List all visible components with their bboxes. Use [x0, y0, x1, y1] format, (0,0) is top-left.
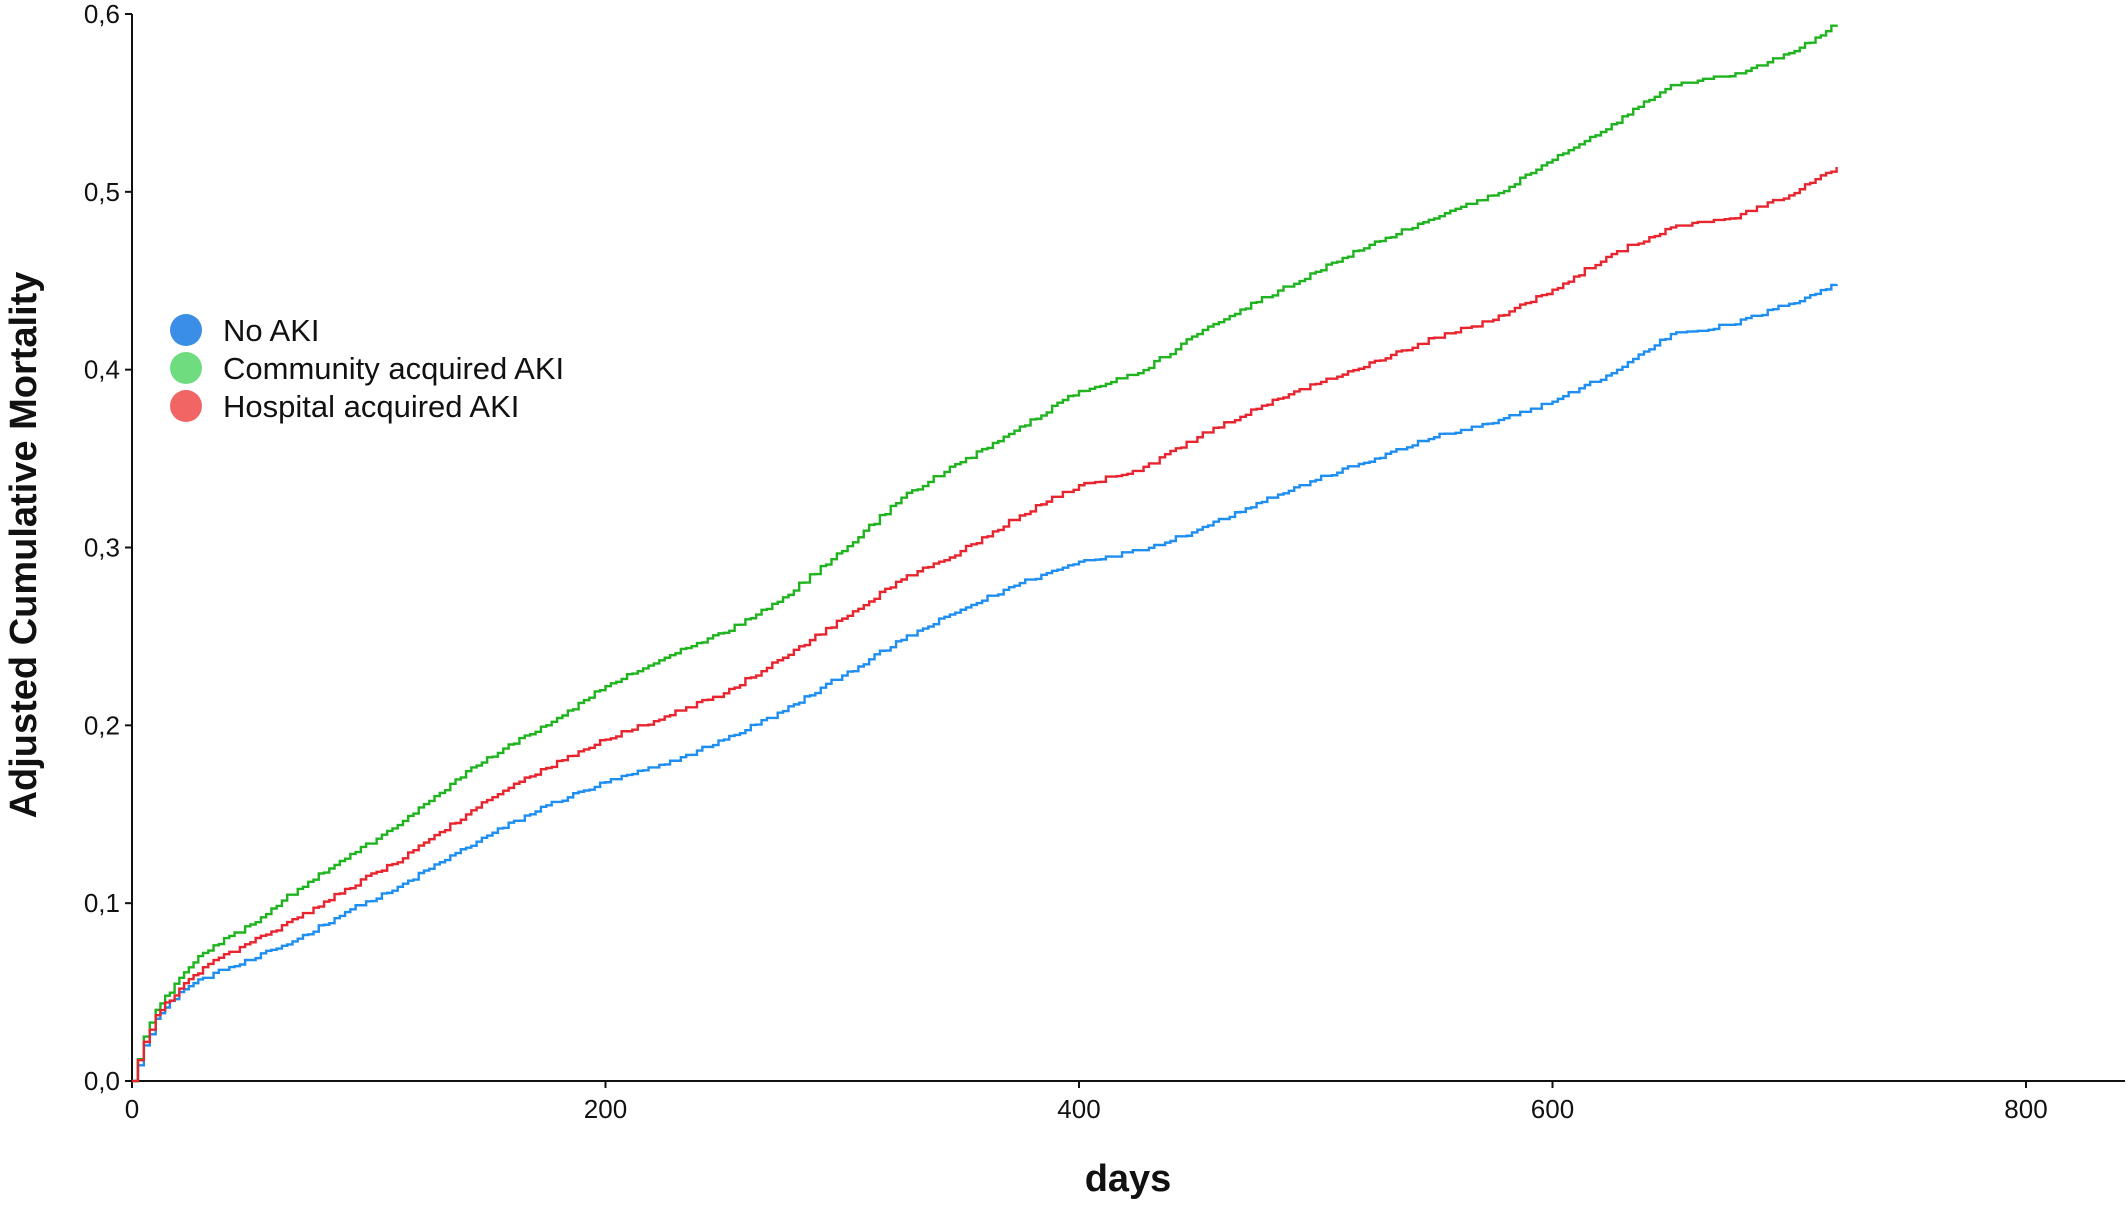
series-line-no-aki [132, 283, 1838, 1083]
y-tick-label: 0,3 [84, 533, 120, 563]
x-tick-label: 400 [1057, 1094, 1100, 1124]
x-tick-label: 600 [1531, 1094, 1574, 1124]
y-tick-label: 0,2 [84, 710, 120, 740]
x-tick-label: 200 [584, 1094, 627, 1124]
legend-marker [170, 314, 202, 346]
x-tick-label: 800 [2004, 1094, 2047, 1124]
series-line-hospital-acquired-aki [132, 166, 1838, 1083]
legend-marker [170, 390, 202, 422]
series-layer [132, 24, 1838, 1083]
x-tick-label: 0 [125, 1094, 139, 1124]
y-axis-ticks: 0,0 0,1 0,2 0,3 0,4 0,5 0,6 [84, 0, 132, 1096]
y-tick-label: 0,5 [84, 177, 120, 207]
legend-label: No AKI [223, 313, 320, 348]
x-axis-title: days [1085, 1158, 1172, 1200]
y-tick-label: 0,6 [84, 0, 120, 29]
y-tick-label: 0,0 [84, 1066, 120, 1096]
series-line-community-acquired-aki [132, 24, 1838, 1083]
legend-marker [170, 352, 202, 384]
x-axis-ticks: 0 200 400 600 800 [125, 1081, 2048, 1124]
legend-label: Community acquired AKI [223, 351, 564, 386]
legend-label: Hospital acquired AKI [223, 389, 519, 424]
y-axis-title: Adjusted Cumulative Mortality [3, 272, 45, 819]
y-tick-label: 0,1 [84, 888, 120, 918]
y-tick-label: 0,4 [84, 355, 120, 385]
